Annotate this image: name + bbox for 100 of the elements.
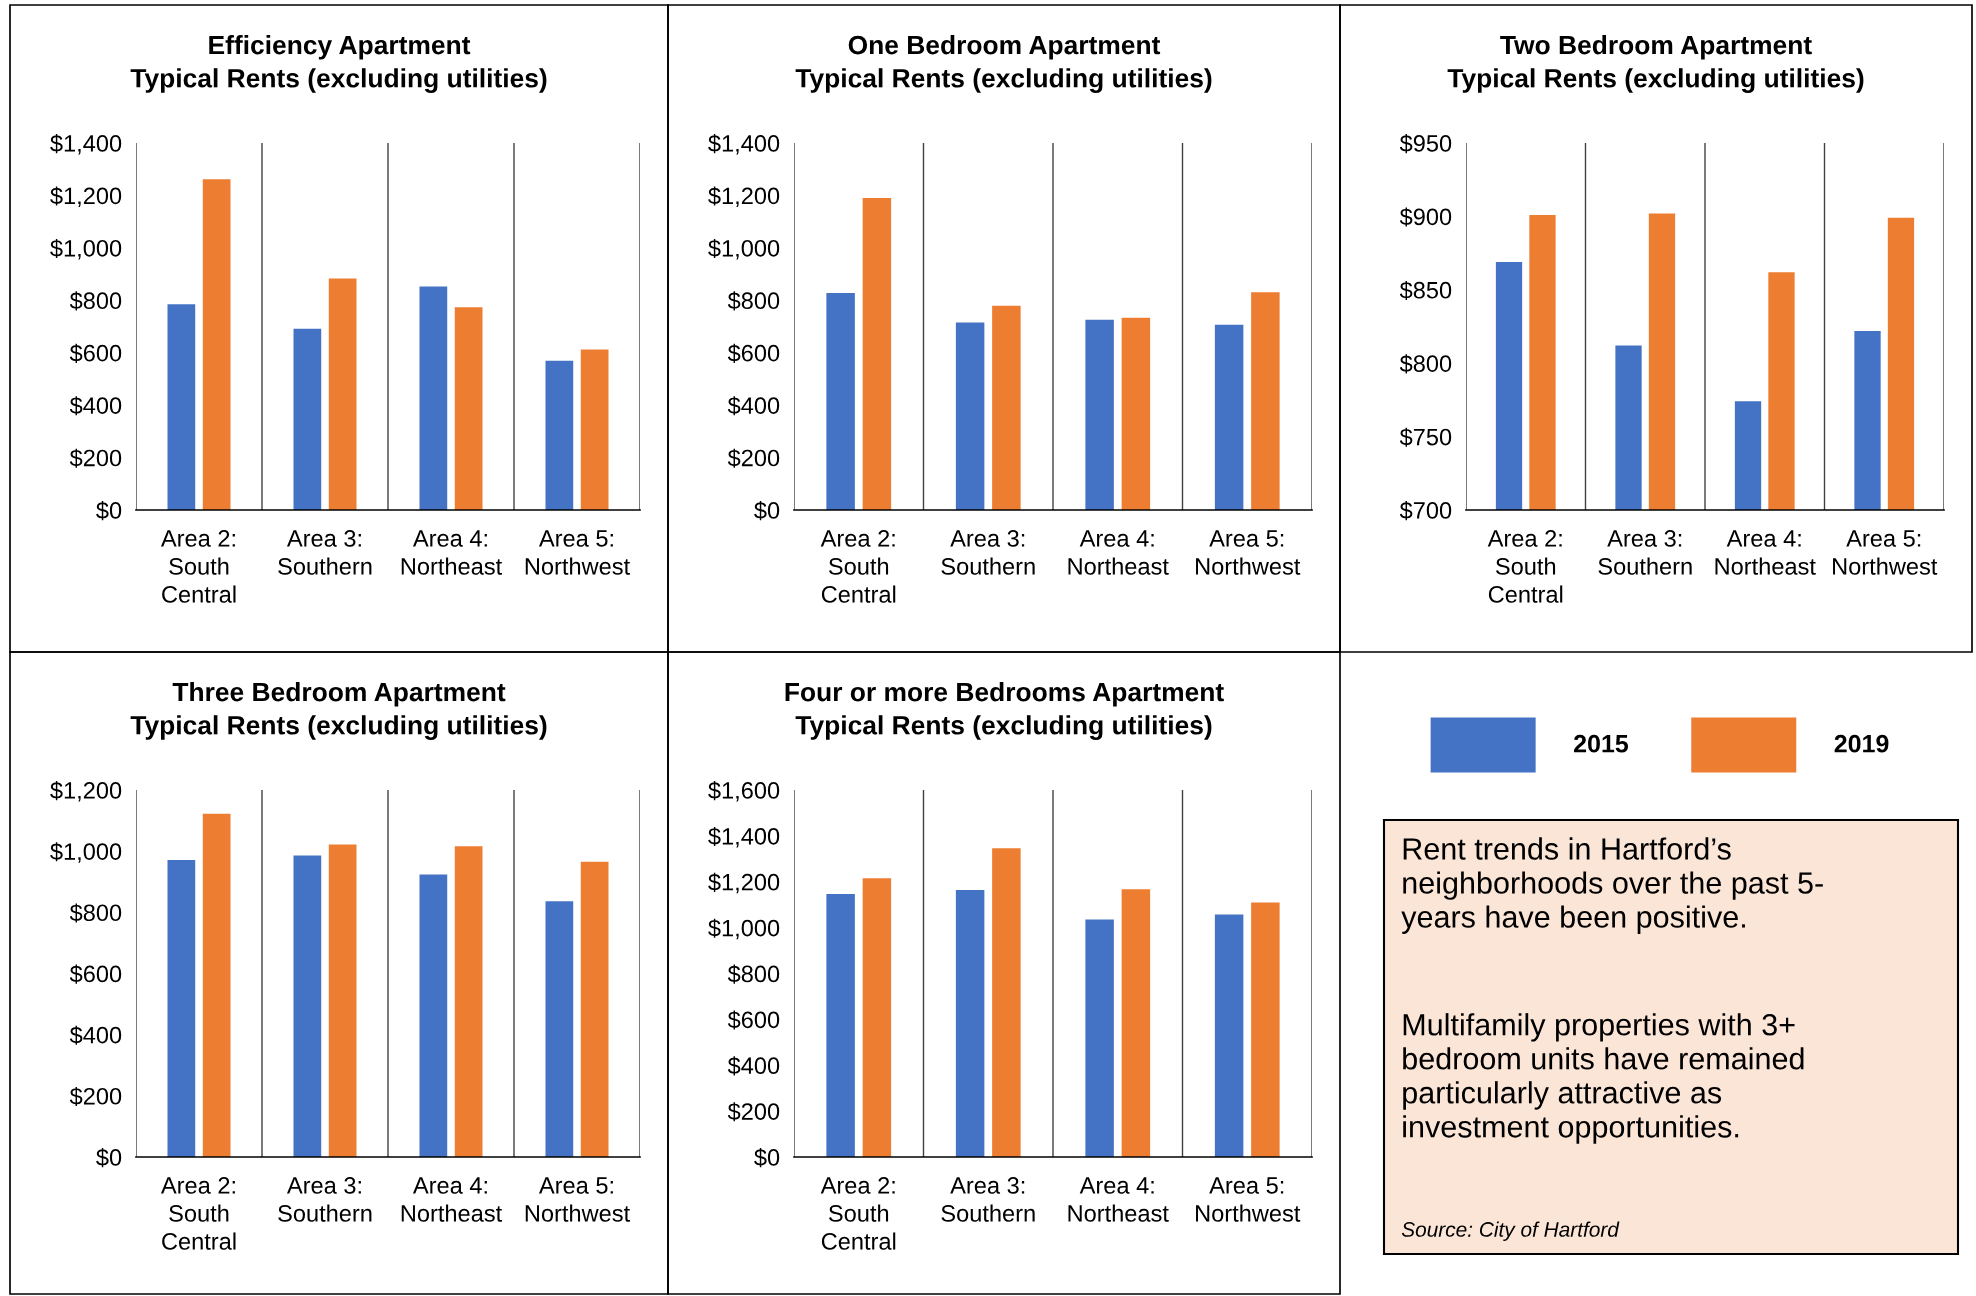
y-tick-label: $1,000: [50, 842, 122, 863]
source-note: Source: City of Hartford: [1401, 1221, 1620, 1241]
bar: [328, 278, 357, 510]
x-tick-label: Area 3: Southern: [278, 530, 372, 575]
x-tick-label: Area 2: South Central: [1487, 530, 1563, 603]
bar: [1251, 292, 1280, 510]
y-tick-label: $0: [754, 1148, 780, 1168]
bar: [1085, 319, 1114, 510]
bar: [419, 874, 448, 1157]
x-tick-label: Area 5: Northwest: [1196, 530, 1301, 575]
y-tick-label: $1,400: [50, 134, 122, 155]
x-tick-label: Area 4: Northeast: [1068, 1177, 1169, 1222]
x-tick-label: Area 4: Northeast: [401, 1177, 503, 1222]
bar: [992, 848, 1021, 1157]
y-tick-label: $600: [727, 1010, 780, 1030]
y-tick-label: $1,000: [50, 238, 122, 260]
y-tick-label: $800: [727, 964, 780, 984]
y-tick-label: $200: [727, 1102, 780, 1122]
y-tick-label: $0: [96, 1148, 122, 1168]
x-tick-label: Area 2: South Central: [820, 530, 896, 603]
x-tick-label: Area 3: Southern: [941, 530, 1035, 575]
y-tick-label: $1,200: [708, 186, 780, 208]
x-tick-label: Area 2: South Central: [160, 530, 236, 603]
y-tick-label: $1,000: [708, 918, 780, 940]
x-tick-label: Area 5: Northwest: [1196, 1177, 1301, 1222]
bar: [862, 198, 892, 510]
bar: [1085, 919, 1114, 1157]
x-tick-label: Area 3: Southern: [278, 1177, 372, 1222]
x-tick-label: Area 3: Southern: [941, 1177, 1035, 1222]
y-tick-label: $800: [727, 291, 780, 311]
bar: [167, 304, 196, 510]
bar: [167, 860, 196, 1157]
bar: [862, 878, 892, 1157]
bar: [1251, 902, 1280, 1157]
chart-title: Four or more Bedrooms Apartment Typical Rents (excluding utilities): [785, 682, 1224, 740]
y-tick-label: $600: [69, 343, 122, 363]
chart-title: Efficiency Apartment Typical Rents (excluding utilities): [130, 35, 547, 93]
y-tick-label: $800: [69, 291, 122, 311]
legend-label: 2019: [1834, 734, 1889, 753]
y-tick-label: $1,200: [708, 872, 780, 894]
y-tick-label: $200: [69, 1086, 122, 1107]
y-tick-label: $950: [1399, 134, 1452, 154]
bar: [826, 893, 855, 1157]
y-tick-label: $1,400: [708, 826, 780, 848]
y-tick-label: $200: [727, 448, 780, 468]
x-tick-label: Area 4: Northeast: [1068, 530, 1169, 575]
bar: [202, 813, 231, 1157]
bar: [826, 292, 855, 510]
text: Rent trends in Hartford’s neighborhoods over the past 5- years have been positive.: [1401, 837, 1823, 934]
bar: [454, 307, 483, 510]
y-tick-label: $1,200: [50, 186, 122, 208]
y-tick-label: $600: [727, 343, 780, 363]
bar: [328, 844, 357, 1157]
legend-label: 2015: [1574, 734, 1629, 753]
y-tick-label: $800: [1399, 354, 1452, 374]
chart-title: One Bedroom Apartment Typical Rents (excluding utilities): [795, 35, 1212, 93]
bar: [580, 349, 609, 510]
y-tick-label: $400: [727, 1056, 780, 1076]
bar: [202, 179, 231, 510]
bar: [1214, 324, 1244, 510]
text: Multifamily properties with 3+ bedroom units have remained particularly attractive as investment opportunities.: [1403, 1013, 1804, 1144]
bar: [1121, 889, 1151, 1157]
x-tick-label: Area 5: Northwest: [525, 1177, 630, 1222]
bar: [293, 855, 322, 1157]
y-tick-label: $400: [727, 396, 780, 416]
x-tick-label: Area 3: Southern: [1598, 530, 1692, 575]
bar: [992, 305, 1021, 510]
bar: [293, 328, 322, 510]
y-tick-label: $1,200: [50, 781, 122, 802]
y-tick-label: $600: [69, 964, 122, 984]
y-tick-label: $750: [1399, 427, 1452, 447]
y-tick-label: $200: [69, 448, 122, 468]
y-tick-label: $400: [69, 1025, 122, 1045]
x-tick-label: Area 5: Northwest: [525, 530, 630, 575]
y-tick-label: $400: [69, 396, 122, 416]
bar: [955, 322, 985, 510]
bar: [1214, 914, 1244, 1157]
bar: [955, 890, 985, 1157]
y-tick-label: $1,400: [708, 134, 780, 155]
bar: [545, 901, 574, 1157]
y-tick-label: $0: [96, 501, 122, 521]
y-tick-label: $900: [1399, 207, 1452, 227]
y-tick-label: $0: [754, 501, 780, 521]
y-tick-label: $1,000: [708, 238, 780, 260]
x-tick-label: Area 5: Northwest: [1833, 530, 1938, 575]
bar: [580, 861, 609, 1157]
x-tick-label: Area 2: South Central: [820, 1177, 896, 1250]
y-tick-label: $1,600: [708, 781, 780, 802]
bar: [419, 286, 448, 510]
chart-title: Two Bedroom Apartment Typical Rents (excluding utilities): [1447, 35, 1864, 93]
x-tick-label: Area 2: South Central: [160, 1177, 236, 1250]
y-tick-label: $700: [1399, 501, 1452, 521]
x-tick-label: Area 4: Northeast: [1715, 530, 1816, 575]
bar: [1121, 317, 1151, 510]
y-tick-label: $850: [1399, 280, 1452, 300]
bar: [545, 360, 574, 510]
y-tick-label: $800: [69, 903, 122, 923]
x-tick-label: Area 4: Northeast: [401, 530, 503, 575]
chart-title: Three Bedroom Apartment Typical Rents (excluding utilities): [130, 682, 547, 740]
bar: [454, 846, 483, 1157]
